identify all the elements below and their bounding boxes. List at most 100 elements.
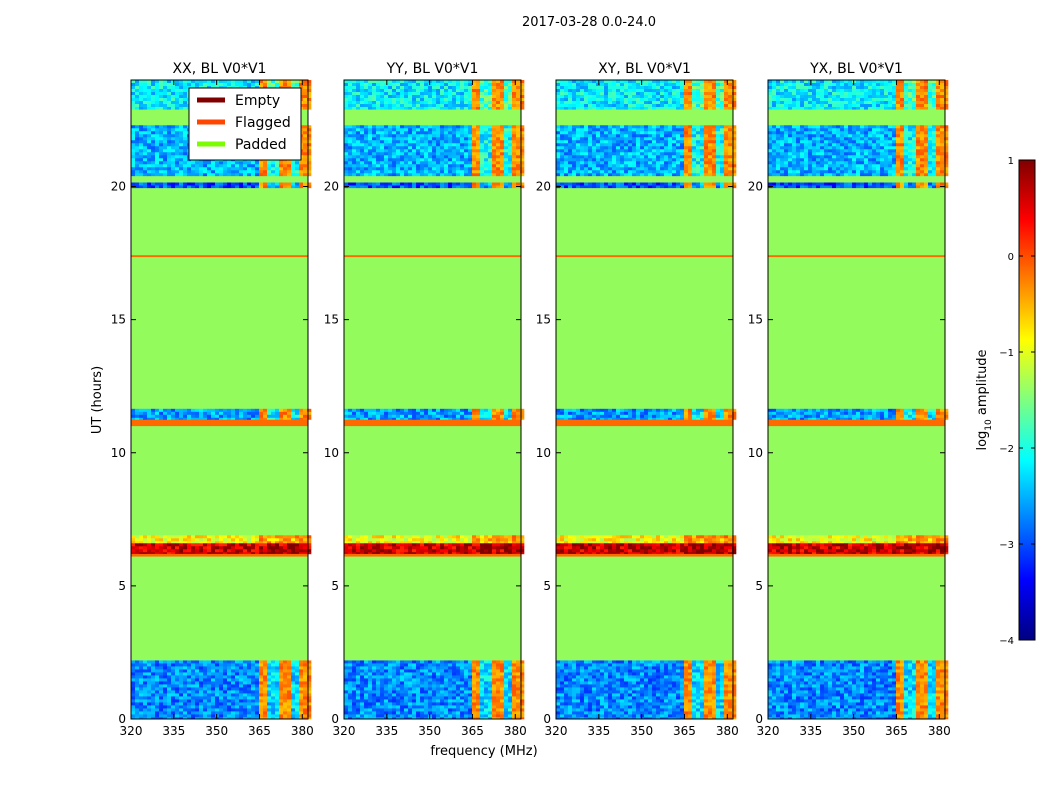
heatmap-cell [344,699,349,703]
heatmap-cell [480,669,485,673]
heatmap-cell [476,690,481,694]
heatmap-cell [243,693,248,697]
heatmap-cell [400,708,405,712]
heatmap-cell [135,546,140,550]
heatmap-cell [295,535,300,539]
heatmap-cell [167,660,172,664]
heatmap-cell [380,541,385,544]
heatmap-cell [263,83,268,87]
heatmap-cell [356,543,361,547]
heatmap-cell [472,660,477,664]
heatmap-cell [488,666,493,670]
heatmap-cell [135,134,140,138]
heatmap-cell [179,411,184,416]
heatmap-cell [360,543,365,547]
heatmap-cell [203,684,208,688]
heatmap-cell [412,185,417,189]
heatmap-cell [167,95,172,99]
heatmap-cell [231,414,236,419]
heatmap-cell [251,83,256,87]
heatmap-cell [372,546,377,550]
heatmap-cell [151,535,156,539]
heatmap-cell [380,128,385,132]
heatmap-cell [295,678,300,682]
heatmap-cell [147,89,152,93]
heatmap-cell [163,411,168,416]
heatmap-cell [159,164,164,168]
heatmap-cell [460,417,465,420]
heatmap-cell [352,164,357,168]
heatmap-cell [203,417,208,420]
heatmap-cell [251,678,256,682]
heatmap-cell [368,137,373,141]
heatmap-cell [143,675,148,679]
heatmap-cell [135,92,140,96]
heatmap-cell [207,693,212,697]
heatmap-cell [175,699,180,703]
heatmap-cell [360,552,365,555]
heatmap-cell [223,666,228,670]
heatmap-cell [215,167,220,171]
heatmap-cell [215,546,220,550]
heatmap-cell [143,149,148,153]
heatmap-cell [436,146,441,150]
heatmap-cell [303,672,308,676]
heatmap-cell [496,675,501,679]
heatmap-cell [372,140,377,144]
heatmap-cell [496,146,501,150]
heatmap-cell [344,711,349,715]
heatmap-cell [191,408,196,413]
heatmap-cell [143,134,148,138]
heatmap-cell [291,83,296,87]
heatmap-cell [516,164,521,168]
heatmap-cell [484,684,489,688]
heatmap-cell [151,167,156,171]
heatmap-cell [460,684,465,688]
heatmap-cell [259,83,264,87]
heatmap-cell [131,98,136,102]
heatmap-cell [271,693,276,697]
heatmap-cell [183,125,188,129]
heatmap-cell [344,131,349,135]
heatmap-cell [211,675,216,679]
heatmap-cell [143,663,148,667]
heatmap-cell [179,552,184,555]
heatmap-cell [155,684,160,688]
heatmap-cell [191,663,196,667]
heatmap-cell [163,164,168,168]
heatmap-cell [243,684,248,688]
heatmap-cell [364,128,369,132]
heatmap-cell [356,705,361,709]
heatmap-cell [135,535,140,539]
heatmap-cell [167,678,172,682]
heatmap-cell [259,666,264,670]
heatmap-cell [279,535,284,539]
heatmap-cell [259,546,264,550]
heatmap-cell [283,690,288,694]
heatmap-cell [472,702,477,706]
heatmap-cell [287,687,292,691]
heatmap-cell [199,173,204,177]
heatmap-cell [516,408,521,413]
heatmap-cell [344,161,349,165]
heatmap-cell [199,408,204,413]
heatmap-cell [307,535,312,539]
heatmap-cell [384,182,389,186]
heatmap-cell [456,164,461,168]
heatmap-cell [239,714,244,718]
heatmap-cell [460,669,465,673]
heatmap-cell [400,538,405,542]
heatmap-cell [492,152,497,156]
heatmap-cell [468,134,473,138]
heatmap-cell [516,711,521,715]
heatmap-cell [171,95,176,99]
heatmap-cell [392,538,397,542]
heatmap-cell [219,541,224,544]
heatmap-cell [303,687,308,691]
heatmap-cell [372,541,377,544]
heatmap-cell [504,708,509,712]
heatmap-cell [396,417,401,420]
heatmap-cell [291,690,296,694]
heatmap-cell [171,543,176,547]
heatmap-cell [219,552,224,555]
